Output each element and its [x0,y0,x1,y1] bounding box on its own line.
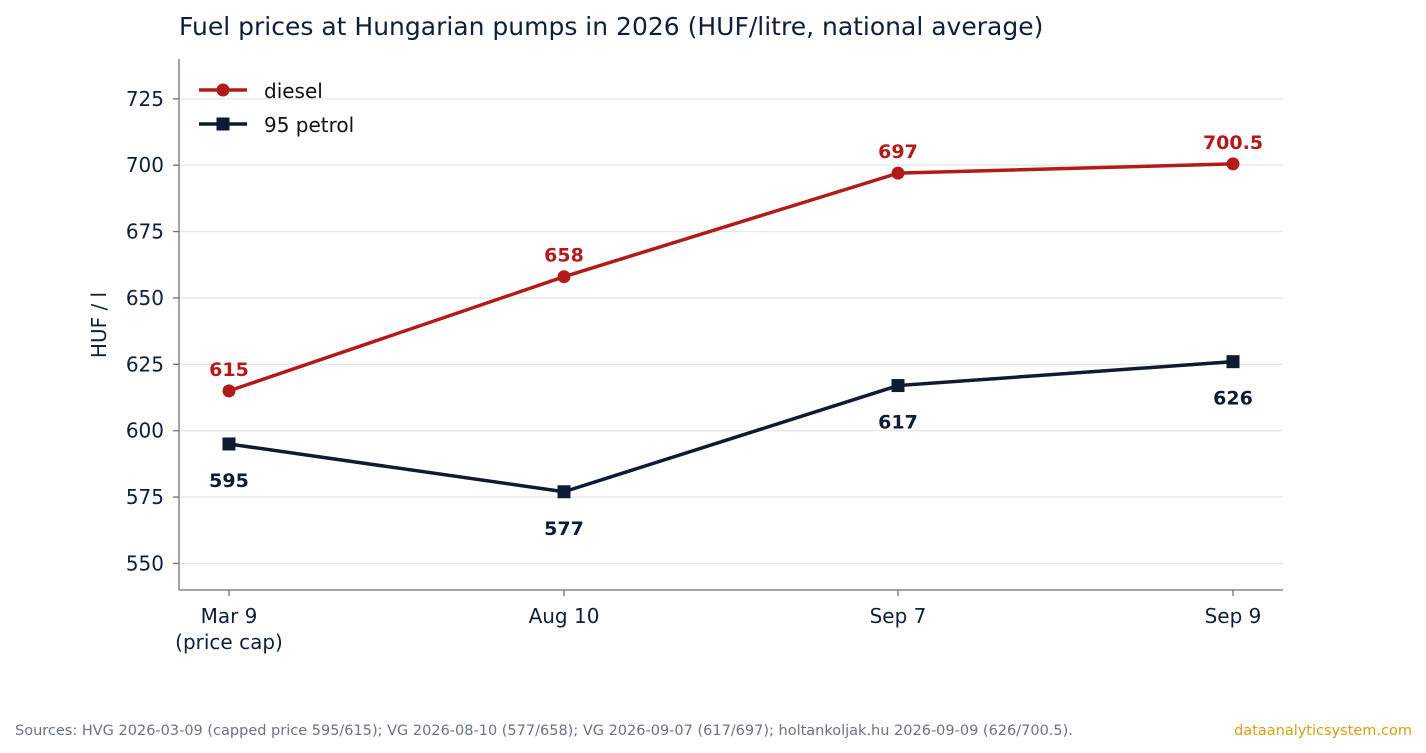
series-line [228,162,1234,393]
x-tick-label: Mar 9 [201,604,258,628]
data-label: 615 [209,359,249,381]
data-point [222,437,236,451]
data-label: 658 [544,245,584,267]
data-label: 700.5 [1203,132,1263,154]
data-point [557,270,571,284]
data-point [557,485,571,499]
legend-marker [216,117,230,131]
y-tick-label: 700 [126,153,164,177]
series-95-petrol: 595 577 617 626 [209,355,1253,540]
y-tick-label: 625 [126,352,164,376]
x-tick-label: Sep 9 [1205,604,1262,628]
y-tick-label: 550 [126,551,164,575]
legend: diesel 95 petrol [199,79,354,137]
data-point [222,384,236,398]
y-tick-label: 650 [126,286,164,310]
y-tick-label: 575 [126,485,164,509]
sources-note: Sources: HVG 2026-03-09 (capped price 59… [15,723,1073,739]
y-axis-ticks: 550 575 600 625 650 675 700 725 [126,87,179,575]
series-line [228,359,1234,494]
legend-marker [216,83,230,97]
y-axis-label: HUF / l [87,292,111,358]
data-label: 577 [544,518,584,540]
x-tick-label: (price cap) [175,630,283,654]
x-tick-label: Aug 10 [529,604,600,628]
brand-link[interactable]: dataanalyticsystem.com [1234,723,1412,739]
x-axis-ticks: Mar 9(price cap) Aug 10 Sep 7 Sep 9 [175,590,1261,654]
data-point [1226,157,1240,171]
x-tick-label: Sep 7 [870,604,927,628]
data-label: 697 [878,141,918,163]
legend-label: 95 petrol [264,113,354,137]
legend-label: diesel [264,79,323,103]
y-tick-label: 600 [126,419,164,443]
data-label: 595 [209,470,249,492]
chart-title: Fuel prices at Hungarian pumps in 2026 (… [179,12,1043,41]
legend-item: diesel [199,79,323,103]
data-point [891,166,905,180]
data-label: 626 [1213,388,1253,410]
series-group: 615 658 697 700.5 595 577 617 626 [209,132,1263,540]
y-tick-label: 675 [126,220,164,244]
legend-item: 95 petrol [199,113,354,137]
grid-lines [179,98,1283,565]
series-diesel: 615 658 697 700.5 [209,132,1263,398]
data-point [1226,355,1240,369]
data-label: 617 [878,412,918,434]
data-point [891,379,905,393]
y-tick-label: 725 [126,87,164,111]
